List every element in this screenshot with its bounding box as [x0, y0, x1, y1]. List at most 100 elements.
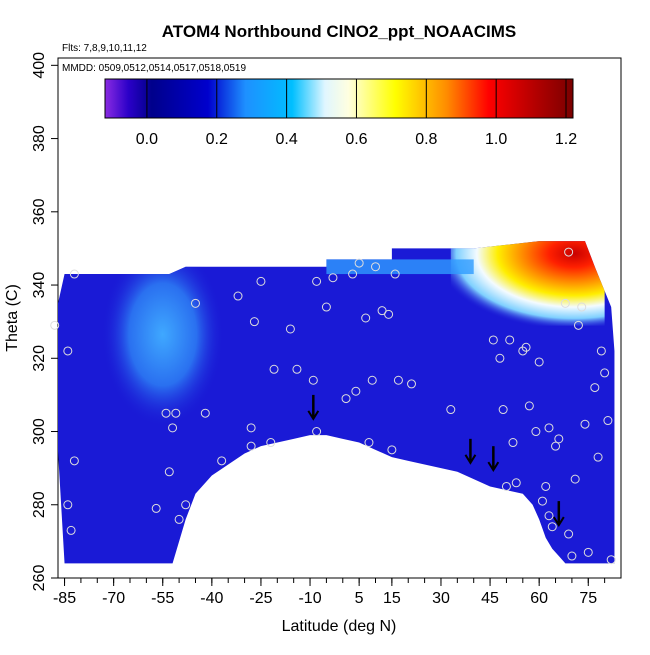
colorbar-tick-label: 0.8: [415, 131, 437, 148]
data-point: [354, 258, 364, 268]
y-tick-label: 260: [31, 565, 48, 592]
x-tick-label: -55: [151, 590, 174, 607]
x-tick-label: 75: [579, 590, 597, 607]
data-point: [600, 368, 610, 378]
data-point: [501, 481, 511, 491]
data-point: [341, 394, 351, 404]
data-point: [554, 434, 564, 444]
data-point: [181, 500, 191, 510]
data-point: [246, 423, 256, 433]
data-point: [246, 441, 256, 451]
data-point: [249, 317, 259, 327]
data-point: [66, 525, 76, 535]
field-light-region: [101, 241, 225, 428]
x-tick-label: 15: [383, 590, 401, 607]
colorbar-tick-label: 1.2: [555, 131, 577, 148]
data-point: [564, 247, 574, 257]
data-point: [387, 445, 397, 455]
chart-title: ATOM4 Northbound ClNO2_ppt_NOAACIMS: [162, 22, 516, 41]
data-point: [495, 353, 505, 363]
data-point: [570, 474, 580, 484]
data-point: [364, 438, 374, 448]
data-point: [393, 375, 403, 385]
data-point: [161, 408, 171, 418]
x-axis-label: Latitude (deg N): [282, 618, 397, 635]
y-tick-label: 400: [31, 52, 48, 79]
data-point: [603, 416, 613, 426]
data-point: [577, 302, 587, 312]
data-point: [384, 309, 394, 319]
data-point: [168, 423, 178, 433]
data-point: [544, 423, 554, 433]
arrow-marker: [552, 501, 565, 527]
y-tick-label: 280: [31, 491, 48, 518]
x-axis: -85 -70 -55 -40 -25 -10 5 15 30 45 60 75: [53, 578, 606, 607]
data-point: [531, 427, 541, 437]
data-point: [348, 269, 358, 279]
data-point: [446, 405, 456, 415]
data-point: [534, 357, 544, 367]
data-point: [69, 456, 79, 466]
data-point: [544, 511, 554, 521]
data-point: [361, 313, 371, 323]
data-point: [266, 438, 276, 448]
y-tick-label: 340: [31, 272, 48, 299]
data-point: [151, 503, 161, 513]
data-point: [69, 269, 79, 279]
y-tick-label: 300: [31, 418, 48, 445]
data-point: [174, 514, 184, 524]
colorbar-tick-label: 0.2: [206, 131, 228, 148]
x-tick-label: -70: [102, 590, 125, 607]
data-point: [351, 386, 361, 396]
data-point: [583, 547, 593, 557]
data-point: [285, 324, 295, 334]
data-point: [596, 346, 606, 356]
data-point: [312, 276, 322, 286]
dates-label: MMDD: 0509,0512,0514,0517,0518,0519: [62, 63, 246, 74]
data-point: [498, 405, 508, 415]
data-point: [606, 555, 616, 565]
data-point: [328, 273, 338, 283]
data-point: [488, 335, 498, 345]
y-tick-label: 360: [31, 198, 48, 225]
data-point: [171, 408, 181, 418]
arrow-marker: [487, 446, 500, 473]
data-point: [541, 481, 551, 491]
data-point: [321, 302, 331, 312]
x-tick-label: -85: [53, 590, 76, 607]
data-point: [308, 375, 318, 385]
data-point: [371, 262, 381, 272]
x-tick-label: -40: [200, 590, 223, 607]
data-point: [508, 438, 518, 448]
data-point: [63, 500, 73, 510]
data-point: [537, 496, 547, 506]
data-point: [505, 335, 515, 345]
x-tick-label: 30: [432, 590, 450, 607]
data-point: [407, 379, 417, 389]
data-point: [511, 478, 521, 488]
data-point: [190, 298, 200, 308]
data-point: [593, 452, 603, 462]
arrow-marker: [307, 394, 320, 421]
data-point: [521, 342, 531, 352]
data-point: [217, 456, 227, 466]
x-tick-label: -10: [298, 590, 321, 607]
data-point: [573, 320, 583, 330]
x-tick-label: 5: [355, 590, 364, 607]
colorbar-ticks: 0.0 0.2 0.4 0.6 0.8 1.0 1.2: [136, 79, 577, 148]
data-point: [567, 551, 577, 561]
field-light-strip: [326, 259, 474, 275]
y-tick-label: 320: [31, 345, 48, 372]
colorbar-tick-label: 1.0: [485, 131, 507, 148]
data-point: [200, 408, 210, 418]
data-point: [269, 364, 279, 374]
data-point: [50, 320, 60, 330]
data-point: [551, 441, 561, 451]
x-tick-label: -25: [249, 590, 272, 607]
data-point: [590, 383, 600, 393]
colorbar-tick-label: 0.4: [275, 131, 297, 148]
arrow-marker: [464, 438, 477, 465]
data-point: [164, 467, 174, 477]
y-axis: 260 280 300 320 340 360 380 400: [31, 52, 58, 591]
data-point: [580, 419, 590, 429]
